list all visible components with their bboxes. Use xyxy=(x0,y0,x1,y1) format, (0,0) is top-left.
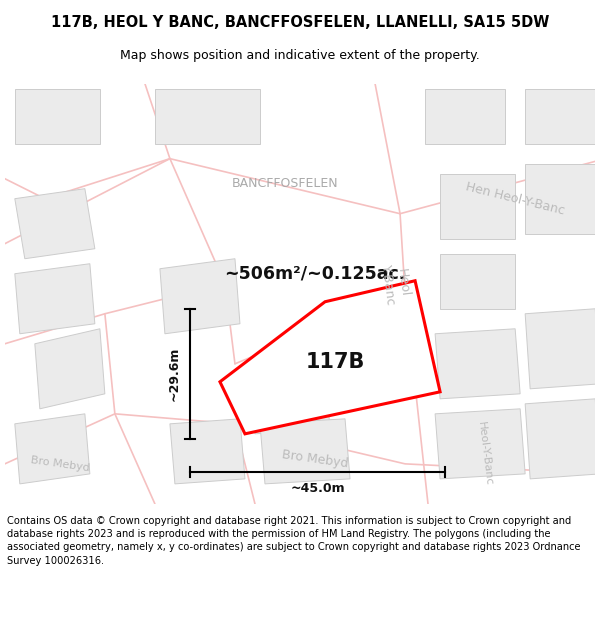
Text: Hen Heol-Y-Banc: Hen Heol-Y-Banc xyxy=(464,180,566,218)
Text: Heol
Y-Banc: Heol Y-Banc xyxy=(379,261,412,306)
Polygon shape xyxy=(525,89,595,144)
Polygon shape xyxy=(525,399,600,479)
Polygon shape xyxy=(155,89,260,144)
Polygon shape xyxy=(35,329,105,409)
Text: ~45.0m: ~45.0m xyxy=(290,482,345,496)
Polygon shape xyxy=(525,309,600,389)
Polygon shape xyxy=(15,189,95,259)
Polygon shape xyxy=(220,281,440,434)
Text: Heol-Y-Banc: Heol-Y-Banc xyxy=(476,421,494,486)
Polygon shape xyxy=(260,419,350,484)
Polygon shape xyxy=(160,259,240,334)
Polygon shape xyxy=(440,254,515,309)
Polygon shape xyxy=(15,89,100,144)
Text: 117B: 117B xyxy=(305,352,365,372)
Polygon shape xyxy=(250,369,330,434)
Polygon shape xyxy=(525,164,595,234)
Text: Map shows position and indicative extent of the property.: Map shows position and indicative extent… xyxy=(120,49,480,62)
Polygon shape xyxy=(15,414,90,484)
Polygon shape xyxy=(435,409,525,479)
Polygon shape xyxy=(15,264,95,334)
Text: Bro Mebyd: Bro Mebyd xyxy=(281,448,349,470)
Text: Contains OS data © Crown copyright and database right 2021. This information is : Contains OS data © Crown copyright and d… xyxy=(7,516,581,566)
Text: ~506m²/~0.125ac.: ~506m²/~0.125ac. xyxy=(224,265,406,282)
Polygon shape xyxy=(170,419,245,484)
Polygon shape xyxy=(425,89,505,144)
Text: ~29.6m: ~29.6m xyxy=(167,347,181,401)
Polygon shape xyxy=(440,174,515,239)
Text: 117B, HEOL Y BANC, BANCFFOSFELEN, LLANELLI, SA15 5DW: 117B, HEOL Y BANC, BANCFFOSFELEN, LLANEL… xyxy=(51,14,549,29)
Text: Bro Mebyd: Bro Mebyd xyxy=(29,455,90,473)
Text: BANCFFOSFELEN: BANCFFOSFELEN xyxy=(232,177,338,190)
Polygon shape xyxy=(435,329,520,399)
